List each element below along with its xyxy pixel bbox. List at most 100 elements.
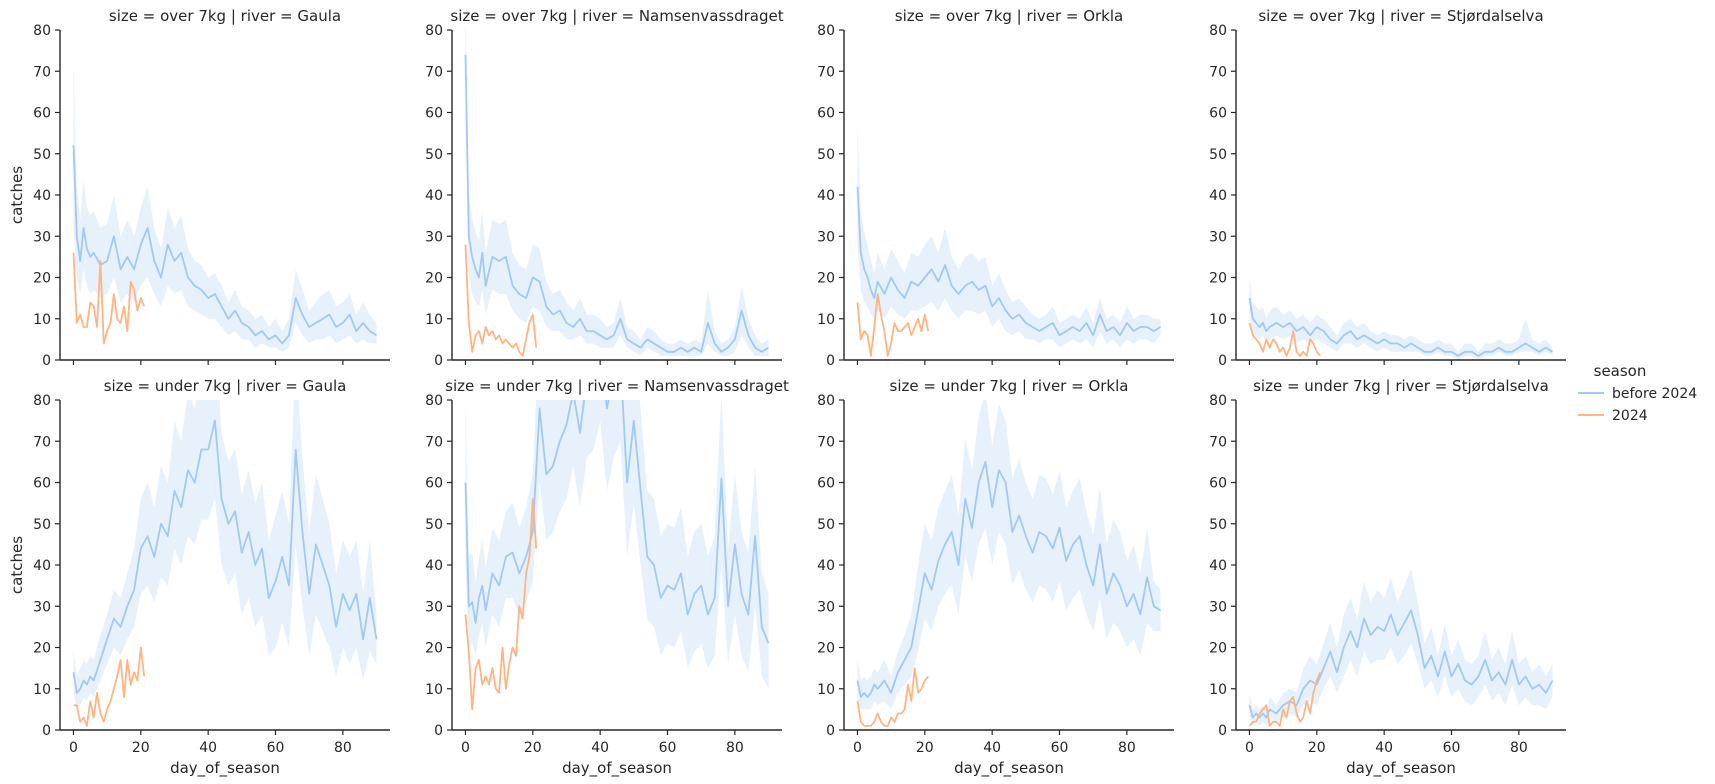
- facet-panel: 0 10 20 30 40 50 60 70 80 size = over 7kg | river…: [8, 7, 390, 369]
- legend: season before 2024 2024: [1578, 362, 1697, 424]
- y-tick-label: 80: [817, 393, 835, 409]
- panel-plot-area: [72, 400, 378, 727]
- y-tick-label: 20: [1209, 641, 1227, 657]
- y-tick-label: 70: [33, 434, 51, 450]
- legend-title: season: [1594, 362, 1647, 380]
- x-tick-label: 0: [853, 740, 862, 756]
- y-tick-label: 40: [33, 558, 51, 574]
- y-tick-label: 10: [425, 312, 443, 328]
- series-line-2024: [1248, 322, 1321, 357]
- y-tick-label: 10: [33, 682, 51, 698]
- panel-plot-area: [1248, 569, 1554, 727]
- x-axis-label: day_of_season: [1346, 759, 1456, 778]
- x-tick-label: 60: [1443, 740, 1461, 756]
- facet-panel: 0 10 20 30 40 50 60 70 80 size = over 7kg | river…: [1209, 7, 1566, 369]
- y-tick-label: 10: [817, 682, 835, 698]
- y-axis-label: catches: [8, 166, 26, 224]
- confidence-band-before-2024: [73, 400, 377, 710]
- series-line-2024: [464, 498, 538, 711]
- x-tick-label: 0: [461, 740, 470, 756]
- facet-panel: 0 10 20 30 40 50 60 70 80 size = over 7kg | river…: [425, 7, 784, 369]
- x-tick-label: 40: [983, 740, 1001, 756]
- y-tick-label: 80: [33, 393, 51, 409]
- y-tick-label: 0: [434, 353, 443, 369]
- x-tick-label: 80: [334, 740, 352, 756]
- y-axis-label: catches: [8, 536, 26, 594]
- panel-plot-area: [856, 124, 1161, 357]
- y-tick-label: 50: [425, 147, 443, 163]
- y-tick-label: 70: [425, 64, 443, 80]
- y-tick-label: 70: [33, 64, 51, 80]
- x-tick-label: 60: [1051, 740, 1069, 756]
- y-tick-label: 50: [33, 147, 51, 163]
- y-tick-label: 80: [817, 23, 835, 39]
- series-line-before-2024: [1248, 297, 1553, 357]
- series-line-before-2024: [72, 145, 377, 345]
- y-tick-label: 0: [826, 723, 835, 739]
- y-tick-label: 40: [425, 188, 443, 204]
- series-line-before-2024: [464, 54, 769, 353]
- y-tick-label: 0: [434, 723, 443, 739]
- confidence-band-before-2024: [465, 30, 769, 356]
- panel-plot-area: [856, 400, 1161, 727]
- y-tick-label: 0: [826, 353, 835, 369]
- facet-title: size = over 7kg | river = Namsenvassdrag…: [450, 7, 783, 25]
- y-tick-label: 30: [33, 229, 51, 245]
- y-tick-label: 60: [1209, 476, 1227, 492]
- y-tick-label: 20: [817, 271, 835, 287]
- y-tick-label: 30: [1209, 599, 1227, 615]
- y-tick-label: 50: [817, 517, 835, 533]
- y-tick-label: 30: [817, 599, 835, 615]
- y-tick-label: 40: [817, 558, 835, 574]
- x-tick-label: 0: [69, 740, 78, 756]
- confidence-band-before-2024: [857, 400, 1161, 710]
- facet-title: size = under 7kg | river = Orkla: [890, 377, 1129, 395]
- y-tick-label: 80: [425, 393, 443, 409]
- y-tick-label: 30: [33, 599, 51, 615]
- y-tick-label: 30: [817, 229, 835, 245]
- y-tick-label: 10: [817, 312, 835, 328]
- y-tick-label: 10: [425, 682, 443, 698]
- x-tick-label: 40: [1375, 740, 1393, 756]
- y-tick-label: 60: [1209, 106, 1227, 122]
- x-tick-label: 80: [1510, 740, 1528, 756]
- y-tick-label: 80: [1209, 393, 1227, 409]
- series-line-2024: [856, 293, 930, 357]
- confidence-band-before-2024: [1249, 277, 1553, 360]
- y-tick-label: 40: [1209, 558, 1227, 574]
- series-line-2024: [464, 244, 538, 357]
- x-tick-label: 20: [916, 740, 934, 756]
- confidence-band-before-2024: [465, 400, 769, 689]
- x-tick-label: 20: [1308, 740, 1326, 756]
- y-tick-label: 60: [33, 106, 51, 122]
- x-tick-label: 80: [1118, 740, 1136, 756]
- y-tick-label: 40: [817, 188, 835, 204]
- y-tick-label: 20: [33, 271, 51, 287]
- y-tick-label: 70: [1209, 434, 1227, 450]
- facet-title: size = under 7kg | river = Gaula: [104, 377, 347, 395]
- x-axis-label: day_of_season: [170, 759, 280, 778]
- confidence-band-before-2024: [1249, 569, 1553, 726]
- y-tick-label: 40: [33, 188, 51, 204]
- y-tick-label: 60: [425, 106, 443, 122]
- x-axis-label: day_of_season: [562, 759, 672, 778]
- y-tick-label: 30: [425, 229, 443, 245]
- legend-label: before 2024: [1612, 386, 1697, 402]
- series-line-before-2024: [1248, 609, 1554, 719]
- facet-title: size = under 7kg | river = Namsenvassdra…: [445, 377, 789, 395]
- y-tick-label: 60: [33, 476, 51, 492]
- x-tick-label: 40: [591, 740, 609, 756]
- y-tick-label: 40: [425, 558, 443, 574]
- x-tick-label: 60: [659, 740, 677, 756]
- y-tick-label: 20: [1209, 271, 1227, 287]
- y-tick-label: 0: [1218, 723, 1227, 739]
- y-tick-label: 10: [1209, 682, 1227, 698]
- series-line-2024: [1248, 671, 1322, 727]
- y-tick-label: 60: [817, 476, 835, 492]
